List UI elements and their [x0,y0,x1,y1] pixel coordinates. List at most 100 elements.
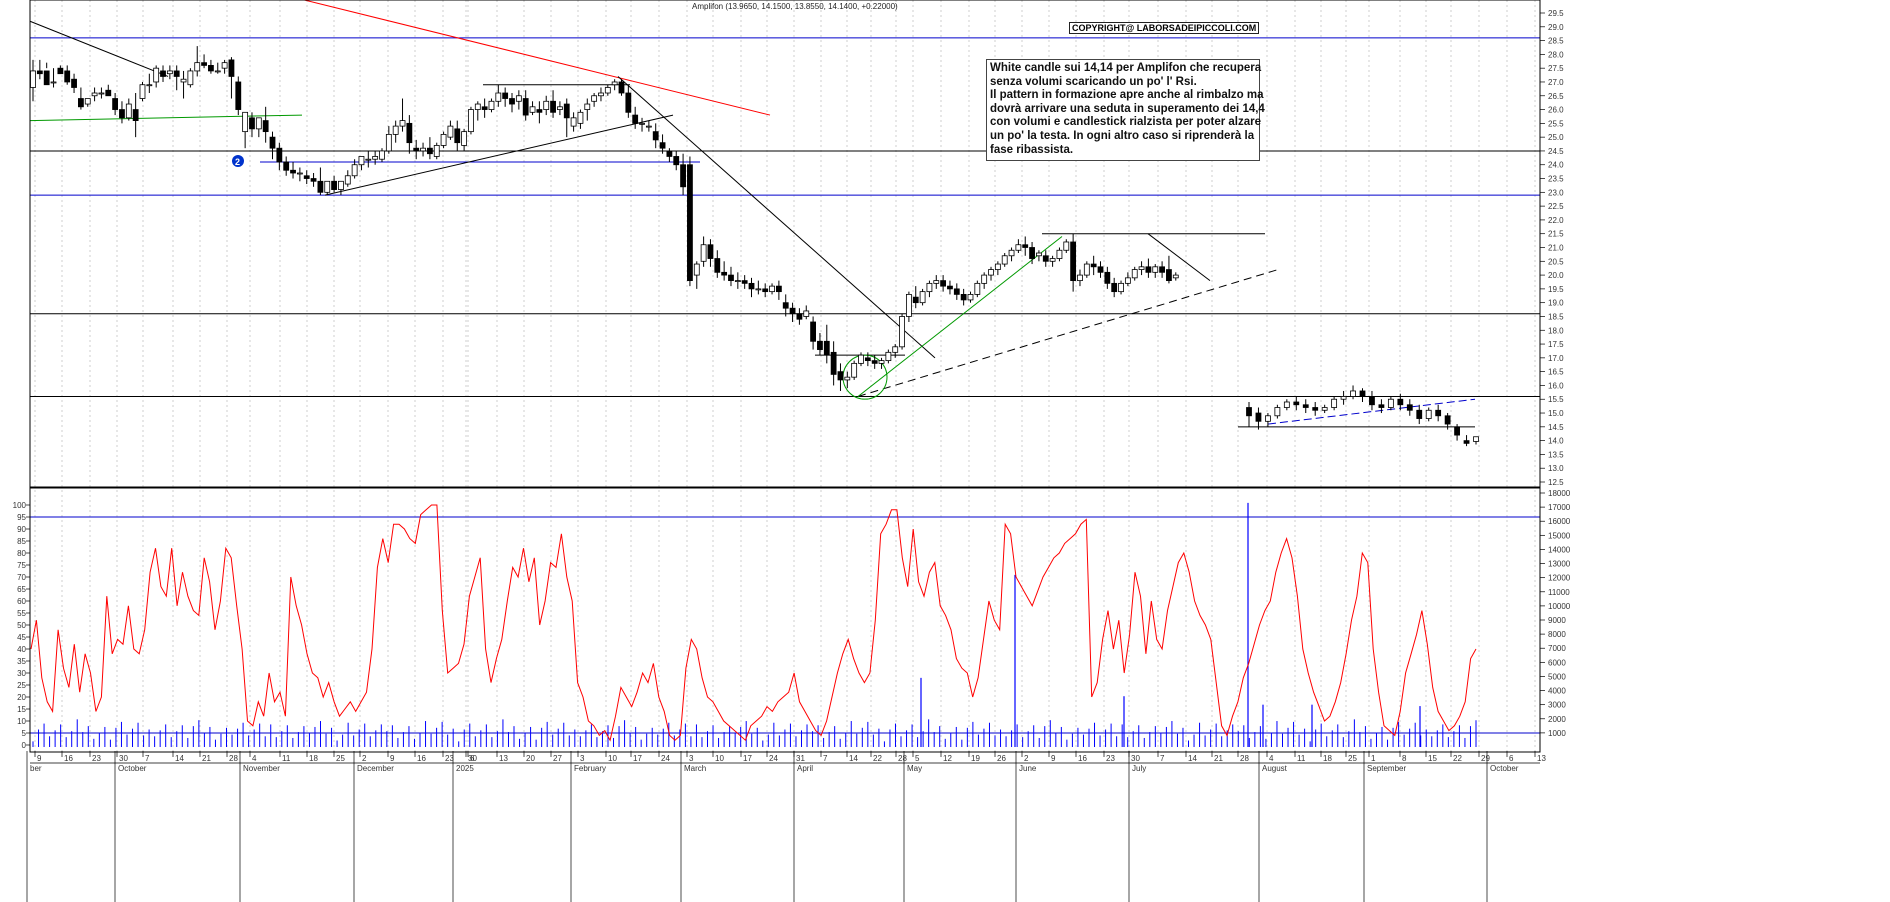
candle-body [1063,241,1070,251]
candle-body [201,62,207,66]
candle-body [960,293,967,301]
candle-body [78,98,84,108]
candle-body [673,156,680,166]
price-tick-label: 12.5 [1548,478,1564,487]
rsi-tick-label: 5 [22,729,27,738]
x-day-tick-label: 3 [580,754,585,763]
price-tick-label: 25.5 [1548,119,1564,128]
candle-body [30,70,36,88]
rsi-tick-label: 15 [17,705,26,714]
rsi-tick-label: 100 [13,501,27,510]
volume-tick-label: 15000 [1548,531,1571,540]
price-tick-label: 15.0 [1548,409,1564,418]
candle-body [64,70,71,83]
candle-body [57,67,64,75]
candle-body [1444,415,1451,425]
pattern-marker: 2 [232,155,244,167]
candle-body [1152,266,1159,273]
x-day-tick-label: 10 [608,754,617,763]
price-tick-label: 26.0 [1548,106,1564,115]
candle-body [550,100,556,113]
trendline-dashed-support [857,269,1279,397]
x-day-tick-label: 6 [470,754,475,763]
price-candles [30,46,1479,447]
volume-tick-label: 1000 [1548,729,1566,738]
analysis-note-line: senza volumi scaricando un po' l' Rsi. [990,75,1197,88]
candle-body [1331,398,1338,408]
candle-body [242,111,249,133]
price-tick-label: 22.5 [1548,202,1564,211]
candle-body [1029,247,1035,259]
candle-body [775,285,782,293]
candle-body [707,244,714,259]
candle-body [1166,269,1172,282]
candle-body [214,70,221,73]
x-day-tick-label: 13 [499,754,508,763]
rsi-tick-label: 25 [17,681,26,690]
candle-body [139,84,146,99]
candle-body [1283,401,1290,408]
candle-body [1145,266,1152,273]
candle-body [1255,412,1262,422]
candle-body [953,288,960,295]
candle-body [755,288,762,291]
x-day-tick-label: 3 [689,754,694,763]
x-month-label: April [797,764,813,773]
pattern-marker-circle [232,155,244,167]
price-tick-label: 15.5 [1548,395,1564,404]
candle-body [365,158,372,161]
candle-body [1265,415,1271,422]
candle-body [864,357,871,362]
candle-body [700,244,707,262]
candle-body [577,111,584,124]
trendline-green-horizontal [29,114,303,122]
x-day-tick-label: 28 [898,754,907,763]
volume-bars [32,502,1477,747]
candle-body [468,109,474,133]
candle-body [652,131,659,141]
rsi-tick-label: 70 [17,573,26,582]
x-day-tick-label: 21 [202,754,211,763]
candle-body [639,122,645,125]
candle-body [1302,404,1309,408]
candle-body [1359,390,1366,397]
candle-body [543,100,550,110]
candle-body [1473,436,1479,442]
rsi-tick-label: 35 [17,657,26,666]
price-tick-label: 18.5 [1548,312,1564,321]
trendline-down-early [29,20,169,77]
rsi-tick-label: 20 [17,693,26,702]
candle-body [591,95,598,102]
volume-tick-label: 5000 [1548,672,1566,681]
volume-tick-label: 4000 [1548,687,1566,696]
candle-body [666,150,673,157]
rsi-tick-label: 50 [17,621,26,630]
rsi-tick-label: 0 [22,741,27,750]
x-day-tick-label: 2 [362,754,367,763]
analysis-note-line: con volumi e candlestick rialzista per p… [990,116,1261,129]
price-tick-label: 24.0 [1548,161,1564,170]
x-day-tick-label: 28 [1240,754,1249,763]
x-day-tick-label: 24 [661,754,670,763]
candle-body [762,288,769,293]
x-day-tick-label: 16 [417,754,426,763]
candle-body [228,59,235,77]
rsi-tick-label: 85 [17,537,26,546]
candle-body [105,89,112,97]
chart-axes [26,0,1545,902]
candle-body [406,122,413,144]
candle-body [1246,407,1252,417]
price-tick-label: 29.5 [1548,9,1564,18]
volume-tick-label: 12000 [1548,574,1571,583]
x-day-tick-label: 30 [119,754,128,763]
price-tick-label: 17.0 [1548,354,1564,363]
x-month-label: March [684,764,706,773]
candle-body [1172,274,1179,279]
x-day-tick-label: 16 [64,754,73,763]
x-day-tick-label: 23 [92,754,101,763]
candle-body [1036,252,1042,257]
candle-body [515,95,522,102]
analysis-note-line: dovrà arrivare una seduta in superamento… [990,102,1265,115]
candle-body [536,109,543,113]
x-day-tick-label: 20 [526,754,535,763]
